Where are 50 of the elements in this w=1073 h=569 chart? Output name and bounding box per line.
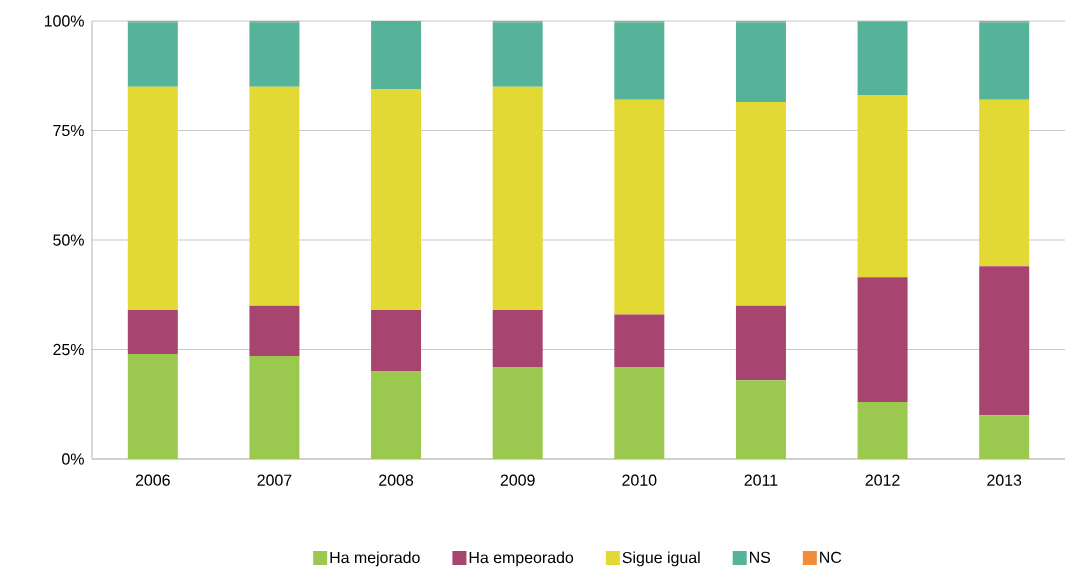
legend-label: NS: [750, 551, 771, 563]
bar: [614, 367, 665, 459]
bar: [492, 310, 543, 368]
bar: [371, 310, 422, 372]
x-tick-label: 2013: [987, 474, 1022, 486]
legend-label: Ha empeorado: [469, 551, 574, 567]
bar: [127, 86, 178, 311]
x-tick-label: 2011: [744, 474, 778, 486]
x-tick-label: 2012: [865, 474, 900, 486]
y-tick-label: 75%: [53, 124, 84, 137]
x-tick-label: 2007: [257, 474, 292, 486]
bar: [127, 353, 178, 459]
bar: [127, 310, 178, 354]
bar: [857, 402, 908, 459]
bar: [979, 99, 1030, 267]
bar: [735, 22, 786, 103]
bar: [614, 22, 665, 100]
bar: [371, 88, 422, 311]
x-tick-label: 2008: [379, 474, 414, 486]
bar: [249, 86, 300, 306]
bar: [857, 21, 908, 96]
bar: [979, 266, 1030, 416]
bar: [614, 99, 665, 315]
y-tick-label: 25%: [53, 343, 84, 356]
bar: [492, 367, 543, 459]
bar: [492, 22, 543, 87]
bar: [371, 371, 422, 459]
y-tick-label: 50%: [53, 234, 84, 246]
bar: [857, 95, 908, 278]
legend-label: Ha mejorado: [330, 551, 420, 567]
bar: [857, 277, 908, 403]
bar: [492, 86, 543, 311]
bar: [735, 305, 786, 381]
x-tick-label: 2010: [622, 474, 657, 486]
bar: [249, 356, 300, 459]
bar: [735, 102, 786, 306]
y-tick-label: 0%: [62, 453, 84, 465]
bar: [979, 22, 1030, 100]
bar: [249, 305, 300, 357]
x-tick-label: 2009: [500, 474, 535, 486]
bar: [249, 22, 300, 87]
x-tick-label: 2006: [135, 474, 170, 486]
bar: [371, 21, 422, 89]
legend-label: Sigue igual: [622, 551, 700, 567]
bar: [127, 22, 178, 87]
bar: [735, 380, 786, 459]
bar: [614, 314, 665, 368]
y-tick-label: 100%: [44, 15, 84, 27]
legend-label: NC: [820, 551, 842, 563]
bar: [979, 415, 1030, 459]
